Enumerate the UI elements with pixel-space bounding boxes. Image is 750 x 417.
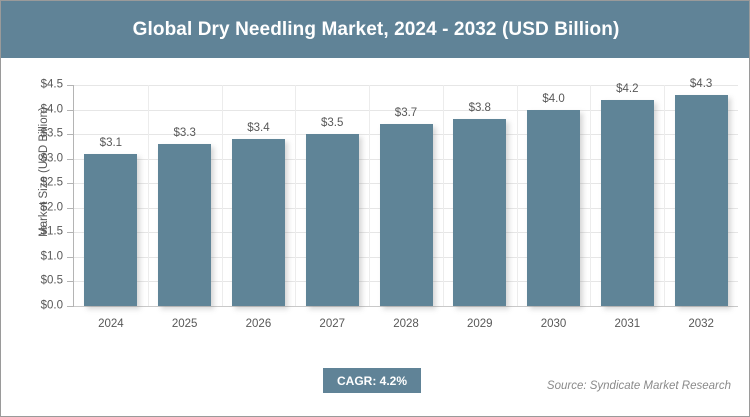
x-axis-tick-label: 2025 [171,318,198,330]
bar[interactable] [305,134,359,306]
bar-value-label: $3.4 [247,122,270,135]
bar-value-label: $3.8 [468,102,491,115]
x-axis-tick-label: 2030 [540,318,567,330]
plot-area [74,85,738,307]
chart-plot-container: Market Size (USD Billion) $0.0 $0.5 $1.0 $1… [1,58,749,416]
y-axis-tick [67,281,73,283]
y-axis-tick [67,256,73,258]
x-axis-tick-label: 2029 [466,318,493,330]
bar-value-label: $4.2 [616,82,639,95]
category-separator [148,85,149,306]
y-axis-tick-label: $0.5 [40,274,63,287]
gridline [74,85,738,86]
gridline [74,306,738,307]
x-axis-tick-label: 2028 [393,318,419,330]
y-axis-tick [67,306,73,307]
y-axis-tick [67,183,73,185]
category-separator [369,85,370,306]
category-separator [443,85,444,306]
category-separator [590,85,591,306]
category-separator [517,85,518,306]
bar[interactable] [379,124,433,306]
bar[interactable] [231,139,285,306]
x-axis-tick-label: 2026 [245,318,272,330]
bar[interactable] [158,143,212,306]
bar-value-label: $3.5 [321,117,344,130]
bar-value-label: $3.7 [394,107,418,120]
y-axis-tick [67,85,73,86]
y-axis-tick [67,207,73,209]
bar[interactable] [84,153,138,306]
y-axis-tick [67,109,73,111]
y-axis-tick [67,158,73,160]
x-axis-tick-label: 2024 [98,318,124,330]
y-axis-line [73,85,74,307]
source-note: Source: Syndicate Market Research [546,380,731,392]
y-axis-tick-label: $2.0 [40,201,63,214]
bar-value-label: $4.3 [689,77,713,90]
gridline [74,109,738,111]
bar-value-label: $3.3 [173,126,196,139]
category-separator [222,85,223,306]
bar[interactable] [674,94,728,306]
category-separator [295,85,296,306]
y-axis-tick-label: $1.5 [40,225,63,238]
cagr-badge: CAGR: 4.2% [323,368,421,393]
bar-value-label: $4.0 [542,92,565,105]
x-axis-tick-label: 2031 [614,318,641,330]
y-axis-tick [67,232,73,234]
y-axis-tick-label: $3.5 [40,127,63,140]
x-axis-tick-label: 2027 [319,318,346,330]
x-axis-tick-label: 2032 [688,318,714,330]
bar-value-label: $3.1 [99,136,123,149]
y-axis-tick-label: $0.0 [40,299,63,312]
chart-title: Global Dry Needling Market, 2024 - 2032 … [132,18,620,40]
category-separator [664,85,665,306]
y-axis-tick-label: $2.5 [40,176,63,189]
chart-header-band: Global Dry Needling Market, 2024 - 2032 … [1,1,749,58]
y-axis-tick-label: $4.5 [40,78,63,91]
y-axis-tick-label: $1.0 [40,250,63,263]
bar[interactable] [453,119,507,306]
bar[interactable] [527,109,581,306]
y-axis-tick-label: $3.0 [40,151,63,164]
y-axis-tick-label: $4.0 [40,102,63,115]
bar[interactable] [600,99,654,306]
y-axis-tick [67,134,73,136]
